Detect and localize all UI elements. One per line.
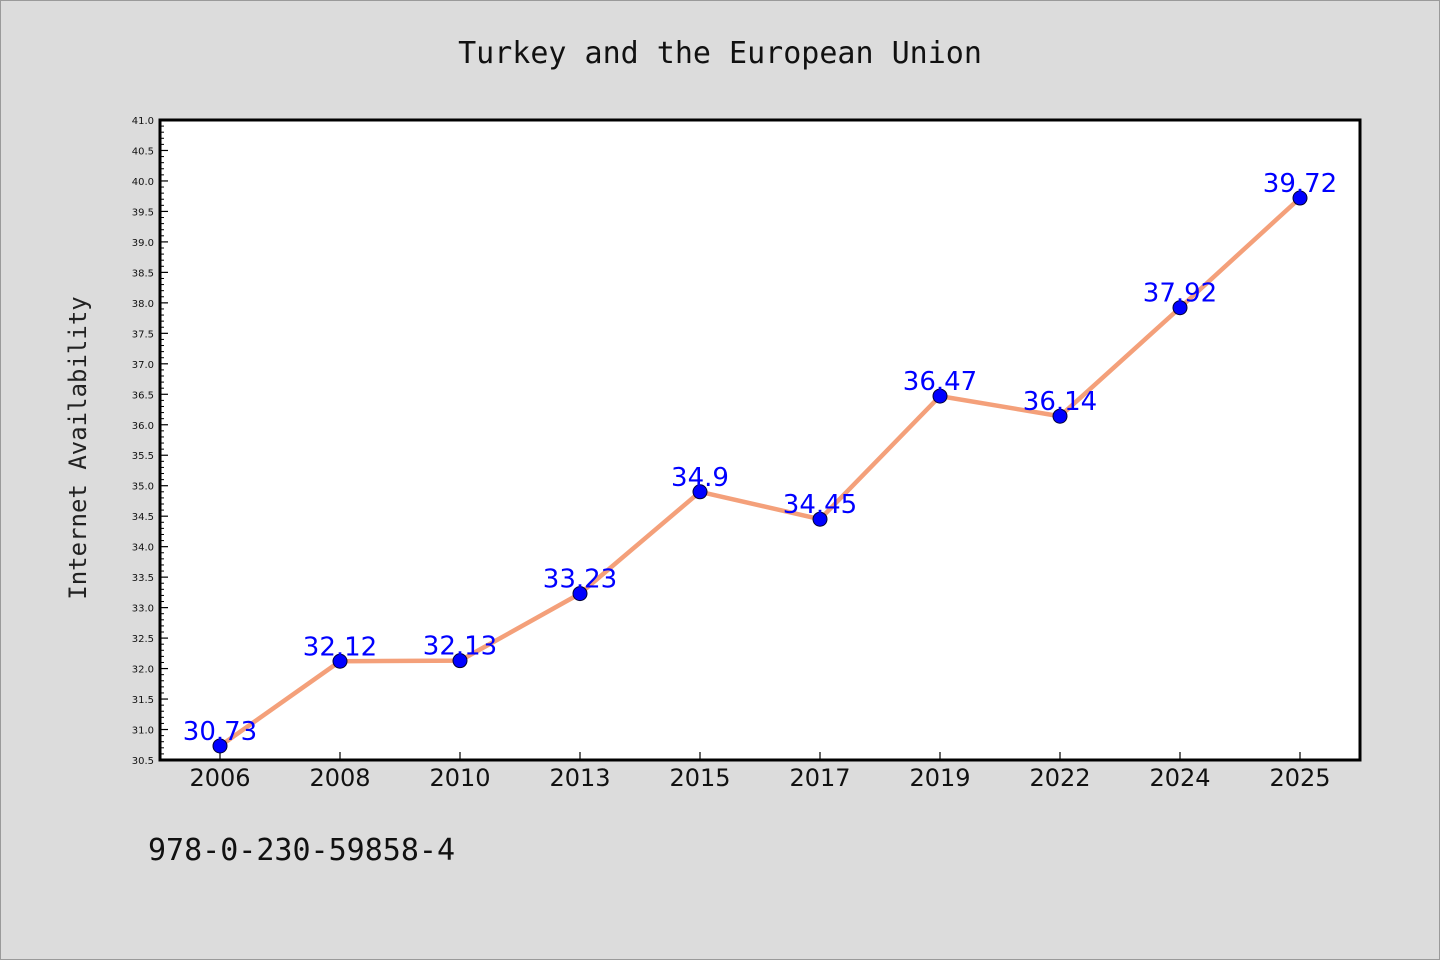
y-tick-label: 37.5 bbox=[132, 329, 154, 340]
series-layer bbox=[212, 190, 1308, 754]
y-tick-label: 35.5 bbox=[132, 451, 154, 462]
data-label: 32.12 bbox=[303, 632, 377, 662]
y-tick-label: 31.5 bbox=[132, 695, 154, 706]
x-tick-label: 2006 bbox=[189, 764, 250, 792]
data-point bbox=[932, 388, 948, 404]
y-tick-label: 39.5 bbox=[132, 207, 154, 218]
x-tick-label: 2013 bbox=[549, 764, 610, 792]
x-tick-label: 2017 bbox=[789, 764, 850, 792]
y-axis-label: Internet Availability bbox=[64, 296, 92, 599]
y-tick-label: 30.5 bbox=[132, 756, 154, 767]
data-label: 36.14 bbox=[1023, 387, 1097, 417]
y-tick-label: 37.0 bbox=[132, 360, 154, 371]
y-tick-label: 31.0 bbox=[132, 726, 154, 737]
data-label: 36.47 bbox=[903, 367, 977, 397]
data-point bbox=[332, 653, 348, 669]
data-label: 34.45 bbox=[783, 490, 857, 520]
y-tick-label: 36.0 bbox=[132, 421, 154, 432]
data-labels-layer: 30.73 32.12 32.13 33.23 34.9 34.45 36.47 36.14 3… bbox=[183, 169, 1337, 747]
data-label: 33.23 bbox=[543, 565, 617, 595]
data-label: 37.92 bbox=[1143, 279, 1217, 309]
x-tick-label: 2022 bbox=[1029, 764, 1090, 792]
plot-frame bbox=[158, 118, 1362, 762]
y-tick-label: 33.5 bbox=[132, 573, 154, 584]
data-label: 39.72 bbox=[1263, 169, 1337, 199]
y-tick-label: 34.5 bbox=[132, 512, 154, 523]
y-tick-label: 33.0 bbox=[132, 604, 154, 615]
plot-area bbox=[160, 120, 1360, 760]
data-point bbox=[212, 738, 228, 754]
y-tick-label: 38.0 bbox=[132, 299, 154, 310]
data-point bbox=[452, 653, 468, 669]
y-tick-label: 41.0 bbox=[132, 116, 154, 127]
y-axis-ticks: 30.5 31.0 31.5 32.0 32.5 33.0 33.5 34.0 34.5 35.0… bbox=[132, 116, 168, 767]
y-tick-label: 40.0 bbox=[132, 177, 154, 188]
y-tick-label: 39.0 bbox=[132, 238, 154, 249]
y-tick-label: 32.5 bbox=[132, 634, 154, 645]
x-tick-label: 2024 bbox=[1149, 764, 1210, 792]
isbn-text: 978-0-230-59858-4 bbox=[148, 833, 456, 868]
y-tick-label: 36.5 bbox=[132, 390, 154, 401]
y-tick-label: 32.0 bbox=[132, 665, 154, 676]
x-tick-label: 2025 bbox=[1269, 764, 1330, 792]
data-label: 32.13 bbox=[423, 632, 497, 662]
y-tick-label: 38.5 bbox=[132, 268, 154, 279]
chart-title: Turkey and the European Union bbox=[458, 36, 982, 71]
y-tick-label: 34.0 bbox=[132, 543, 154, 554]
x-axis-ticks: 2006 2008 2010 2013 2015 2017 2019 2022 2024 2025 bbox=[189, 752, 1331, 792]
data-point bbox=[692, 484, 708, 500]
x-tick-label: 2015 bbox=[669, 764, 730, 792]
data-point bbox=[812, 511, 828, 527]
series-line bbox=[217, 195, 1303, 749]
data-point bbox=[572, 586, 588, 602]
x-tick-label: 2019 bbox=[909, 764, 970, 792]
y-tick-label: 40.5 bbox=[132, 146, 154, 157]
x-tick-label: 2008 bbox=[309, 764, 370, 792]
data-point bbox=[1172, 300, 1188, 316]
data-label: 30.73 bbox=[183, 717, 257, 747]
data-label: 34.9 bbox=[671, 463, 729, 493]
data-point bbox=[1052, 408, 1068, 424]
y-tick-label: 35.0 bbox=[132, 482, 154, 493]
x-tick-label: 2010 bbox=[429, 764, 490, 792]
data-point bbox=[1292, 190, 1308, 206]
